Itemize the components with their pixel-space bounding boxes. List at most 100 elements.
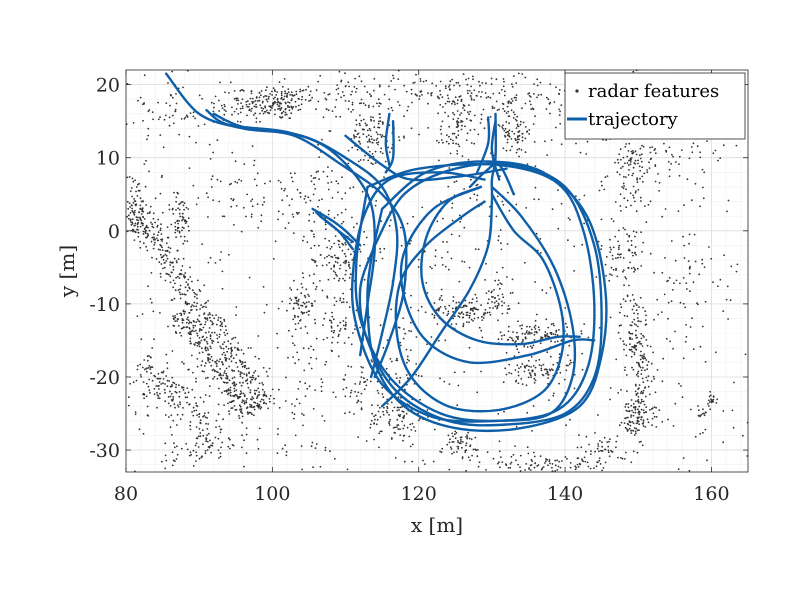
radar-feature-point <box>204 450 207 452</box>
radar-feature-point <box>409 423 412 426</box>
radar-feature-point <box>176 413 179 416</box>
radar-feature-point <box>189 340 192 343</box>
radar-feature-point <box>649 151 652 154</box>
radar-feature-point <box>719 157 722 160</box>
radar-feature-point <box>206 449 209 451</box>
radar-feature-point <box>202 400 205 403</box>
radar-feature-point <box>143 218 146 220</box>
radar-feature-point <box>310 247 312 250</box>
radar-feature-point <box>426 343 428 346</box>
radar-feature-point <box>466 434 468 436</box>
radar-feature-point <box>195 409 198 412</box>
radar-feature-point <box>330 330 333 332</box>
radar-feature-point <box>262 395 265 397</box>
radar-feature-point <box>259 104 262 106</box>
radar-feature-point <box>623 175 625 178</box>
radar-feature-point <box>304 99 307 101</box>
radar-feature-point <box>159 377 162 380</box>
radar-feature-point <box>253 105 256 108</box>
radar-feature-point <box>345 269 347 272</box>
radar-feature-point <box>216 377 219 380</box>
radar-feature-point <box>327 109 330 112</box>
radar-feature-point <box>196 297 198 300</box>
radar-feature-point <box>524 261 526 264</box>
radar-feature-point <box>224 334 227 336</box>
radar-feature-point <box>534 331 536 333</box>
radar-feature-point <box>292 356 294 358</box>
radar-feature-point <box>170 223 173 226</box>
radar-feature-point <box>629 424 632 427</box>
radar-feature-point <box>260 398 263 401</box>
radar-feature-point <box>172 317 175 320</box>
radar-feature-point <box>515 139 517 142</box>
radar-feature-point <box>457 384 460 387</box>
radar-feature-point <box>262 399 265 401</box>
radar-feature-point <box>679 282 681 285</box>
radar-feature-point <box>547 326 550 329</box>
radar-feature-point <box>202 434 205 437</box>
radar-feature-point <box>682 357 685 360</box>
radar-feature-point <box>328 319 331 322</box>
radar-feature-point <box>188 368 190 371</box>
radar-feature-point <box>634 150 637 153</box>
radar-feature-point <box>130 229 133 232</box>
radar-feature-point <box>190 342 192 345</box>
trajectory-segment <box>476 116 491 174</box>
radar-feature-point <box>439 450 441 453</box>
radar-feature-point <box>442 106 444 108</box>
radar-feature-point <box>210 451 213 454</box>
radar-feature-point <box>372 105 375 108</box>
radar-feature-point <box>259 112 261 115</box>
radar-feature-point <box>620 253 622 256</box>
radar-feature-point <box>194 344 196 346</box>
radar-feature-point <box>133 239 136 242</box>
radar-feature-point <box>453 132 456 135</box>
radar-feature-point <box>198 337 201 339</box>
radar-feature-point <box>667 161 670 163</box>
radar-feature-point <box>642 425 645 427</box>
radar-feature-point <box>180 269 183 272</box>
radar-feature-point <box>140 376 143 378</box>
radar-feature-point <box>367 106 370 109</box>
radar-feature-point <box>178 384 180 387</box>
radar-feature-point <box>581 368 584 371</box>
radar-feature-point <box>402 410 405 413</box>
radar-feature-point <box>233 387 236 390</box>
radar-feature-point <box>289 172 292 175</box>
radar-feature-point <box>135 190 137 193</box>
radar-feature-point <box>510 372 513 375</box>
radar-feature-point <box>234 393 237 396</box>
radar-feature-point <box>533 93 535 95</box>
radar-feature-point <box>183 227 185 230</box>
radar-feature-point <box>534 319 537 322</box>
radar-feature-point <box>353 86 356 88</box>
radar-feature-point <box>594 450 596 453</box>
radar-feature-point <box>710 257 713 260</box>
radar-feature-point <box>404 332 407 335</box>
radar-feature-point <box>517 335 520 338</box>
radar-feature-point <box>324 237 327 240</box>
radar-feature-point <box>442 312 445 314</box>
radar-feature-point <box>620 324 622 327</box>
radar-feature-point <box>556 340 559 343</box>
radar-feature-point <box>546 154 549 157</box>
radar-feature-point <box>199 419 202 422</box>
radar-feature-point <box>432 460 435 463</box>
radar-feature-point <box>498 287 501 290</box>
radar-feature-point <box>196 279 199 282</box>
radar-feature-point <box>538 358 541 361</box>
radar-feature-point <box>140 208 142 211</box>
radar-feature-point <box>629 338 631 341</box>
radar-feature-point <box>643 353 645 355</box>
radar-feature-point <box>640 408 643 411</box>
radar-feature-point <box>246 100 249 103</box>
radar-feature-point <box>430 336 433 338</box>
radar-feature-point <box>229 395 232 397</box>
radar-feature-point <box>307 293 309 296</box>
radar-feature-point <box>631 332 634 335</box>
radar-feature-point <box>465 314 468 316</box>
radar-feature-point <box>474 436 477 439</box>
radar-feature-point <box>600 244 603 247</box>
radar-feature-point <box>628 235 631 238</box>
radar-feature-point <box>240 89 243 91</box>
